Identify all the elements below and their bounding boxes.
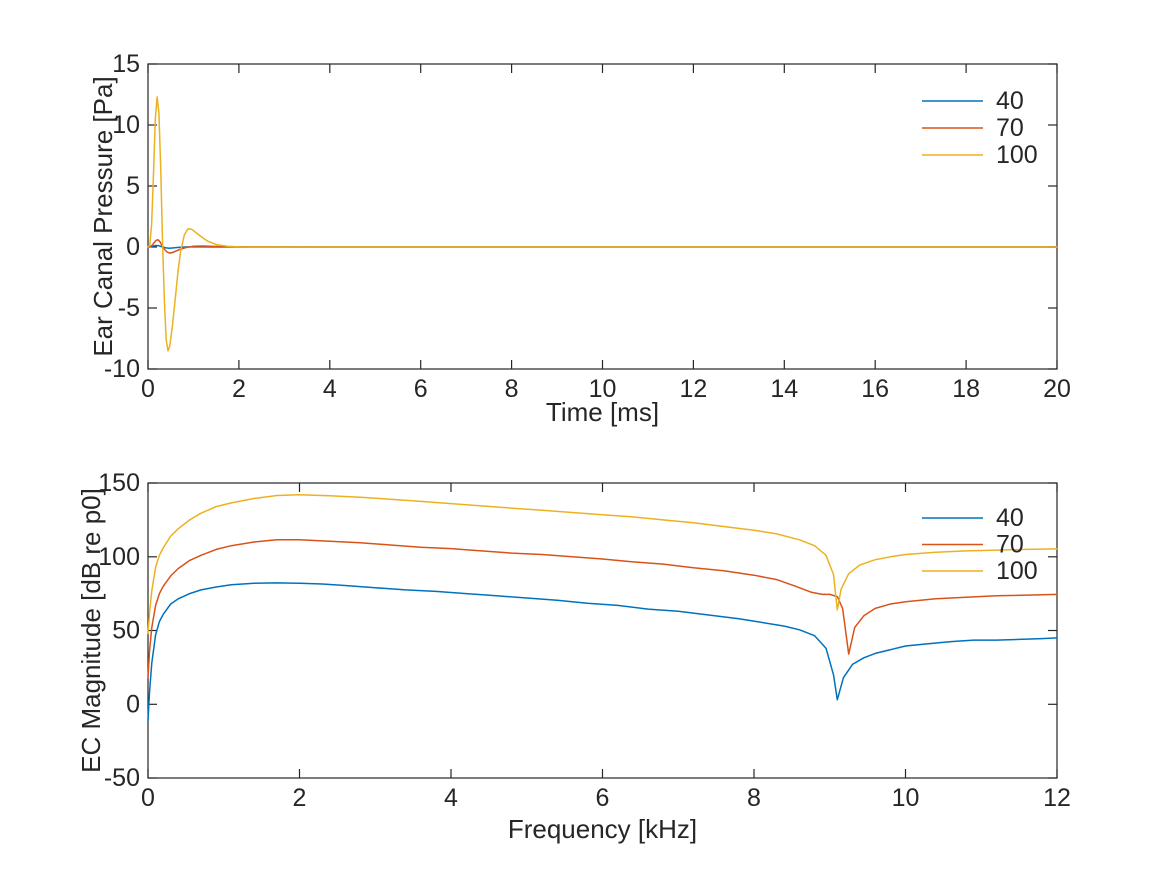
x-tick-label: 10 [892,784,920,812]
legend-label-100: 100 [996,557,1038,585]
x-tick-label: 6 [414,375,428,403]
series-100-line [147,96,1058,352]
legend-label-40: 40 [996,504,1024,532]
y-tick-label: -50 [104,764,140,792]
x-tick-label: 20 [1043,375,1071,403]
x-tick-label: 18 [952,375,980,403]
series-100-line [147,494,1058,635]
x-tick-label: 8 [747,784,761,812]
x-tick-label: 8 [505,375,519,403]
series-40-line [147,582,1058,722]
frequency-domain-plot: Frequency [kHz] EC Magnitude [dB re p0] … [76,469,1071,844]
x-tick-label: 4 [323,375,337,403]
x-tick-label: 6 [596,784,610,812]
y-tick-label: 5 [126,172,140,200]
legend-label-40: 40 [996,87,1024,115]
y-tick-label: 150 [98,469,140,497]
axes-box [147,63,1058,370]
x-tick-label: 2 [293,784,307,812]
x-tick-label: 14 [770,375,798,403]
y-tick-label: 0 [126,690,140,718]
y-tick-label: 15 [112,50,140,78]
y-tick-label: 10 [112,111,140,139]
y-tick-label: 0 [126,233,140,261]
time-domain-plot: Time [ms] Ear Canal Pressure [Pa] 0 2 4 6 8 1… [88,50,1071,427]
x-tick-label: 4 [444,784,458,812]
y-tick-label: -5 [118,294,140,322]
x-tick-label: 0 [141,375,155,403]
x-tick-label: 2 [232,375,246,403]
time-plot-ylabel: Ear Canal Pressure [Pa] [88,76,118,356]
time-plot-xlabel: Time [ms] [546,397,659,427]
frequency-plot-xlabel: Frequency [kHz] [508,814,697,844]
y-tick-label: 50 [112,617,140,645]
series-70-line [147,539,1058,679]
x-tick-label: 12 [1043,784,1071,812]
axes-box [147,482,1058,779]
y-tick-label: 100 [98,543,140,571]
legend-label-100: 100 [996,141,1038,169]
x-tick-label: 0 [141,784,155,812]
x-tick-label: 10 [589,375,617,403]
legend-label-70: 70 [996,114,1024,142]
x-tick-label: 12 [679,375,707,403]
legend-label-70: 70 [996,531,1024,559]
frequency-plot-ylabel: EC Magnitude [dB re p0] [76,488,106,773]
x-tick-label: 16 [861,375,889,403]
y-tick-label: -10 [104,355,140,383]
